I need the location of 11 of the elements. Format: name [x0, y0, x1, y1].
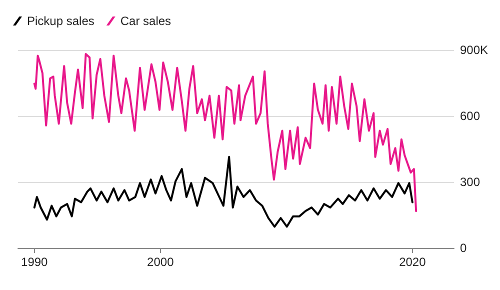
x-tick-label: 2000 [147, 255, 174, 269]
x-tick-label: 1990 [21, 255, 48, 269]
y-tick-label: 0 [460, 241, 467, 255]
y-tick-label: 900K [460, 43, 488, 57]
legend-label: Car sales [120, 14, 172, 28]
x-tick-label: 2020 [399, 255, 426, 269]
line-series [33, 52, 418, 212]
legend-label: Pickup sales [27, 14, 94, 28]
line-series [33, 156, 414, 228]
y-tick-label: 600 [460, 109, 480, 123]
y-tick-label: 300 [460, 175, 480, 189]
